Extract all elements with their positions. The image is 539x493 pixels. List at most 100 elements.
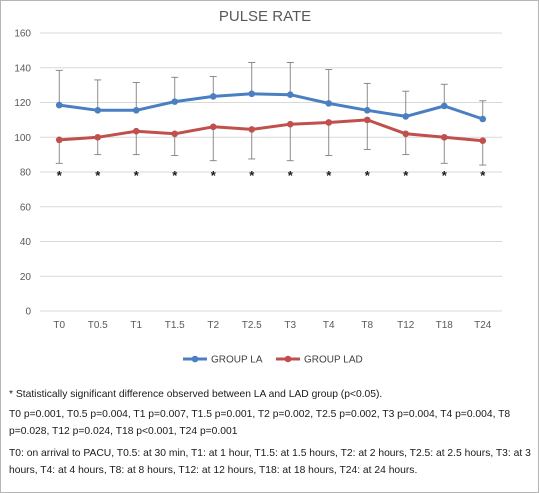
data-point-lad (171, 130, 179, 138)
error-bar-lad (132, 131, 140, 156)
significance-star: * (288, 168, 294, 183)
y-axis-ticks: 0 20 40 60 80 100 120 140 160 (14, 29, 31, 318)
series-line-la (59, 92, 484, 121)
error-bar-la (363, 82, 371, 111)
data-point-lad (440, 133, 448, 141)
error-bar-lad (248, 129, 256, 160)
data-point-la (94, 107, 102, 114)
significance-star: * (442, 168, 448, 183)
legend-item-la: GROUP LA (183, 355, 263, 366)
error-bar-la (325, 69, 333, 104)
significance-star: * (57, 168, 63, 183)
data-point-la (363, 107, 371, 114)
data-point-lad (479, 137, 487, 145)
y-tick-label: 20 (20, 272, 32, 283)
legend-label: GROUP LA (211, 355, 263, 366)
significance-star: * (365, 168, 371, 183)
significance-star: * (172, 168, 178, 183)
y-tick-label: 120 (14, 98, 31, 109)
error-bar-lad (402, 133, 410, 156)
x-tick-label: T0.5 (88, 320, 108, 331)
error-bar-la (402, 90, 410, 117)
data-point-la (286, 91, 294, 98)
figure-notes: * Statistically significant difference o… (9, 386, 534, 479)
timepoints-note: T0: on arrival to PACU, T0.5: at 30 min,… (9, 447, 531, 476)
y-tick-label: 0 (25, 307, 31, 318)
series-line-lad (59, 118, 483, 143)
legend-item-lad: GROUP LAD (276, 355, 363, 366)
legend: GROUP LA GROUP LAD (183, 355, 363, 366)
error-bar-lad (363, 119, 371, 150)
p-values-note: T0 p=0.001, T0.5 p=0.004, T1 p=0.007, T1… (9, 409, 511, 438)
error-bar-lad (171, 133, 179, 156)
data-point-la (402, 113, 410, 120)
data-point-lad (55, 136, 63, 144)
x-tick-label: T0 (53, 320, 65, 331)
x-tick-label: T24 (474, 320, 492, 331)
x-tick-label: T3 (284, 320, 296, 331)
legend-swatch-marker (191, 355, 199, 363)
x-tick-label: T1.5 (165, 320, 185, 331)
data-point-la (132, 107, 140, 114)
x-tick-label: T2 (207, 320, 219, 331)
y-tick-label: 40 (20, 237, 32, 248)
error-bar-la (171, 76, 179, 102)
significance-star: * (211, 168, 217, 183)
error-bar-lad (325, 122, 333, 156)
y-tick-label: 80 (20, 168, 32, 179)
error-bar-lad (209, 126, 217, 162)
data-point-lad (209, 123, 217, 131)
error-bar-la (286, 62, 294, 95)
gridlines (40, 32, 502, 312)
significance-star: * (95, 168, 101, 183)
error-bar-la (94, 79, 102, 111)
error-bar-lad (55, 139, 63, 164)
legend-swatch-marker (284, 355, 292, 363)
significance-star: * (480, 168, 486, 183)
significance-star: * (134, 168, 140, 183)
x-axis-ticks: T0 T0.5 T1 T1.5 T2 T2.5 T3 T4 T8 T12 T18 T24 (53, 320, 491, 331)
x-tick-label: T4 (323, 320, 335, 331)
data-point-la (440, 102, 448, 110)
error-bar-la (440, 83, 448, 106)
error-bar-lad (479, 140, 487, 166)
chart-title: PULSE RATE (219, 8, 311, 25)
significance-star: * (326, 168, 332, 183)
data-point-lad (132, 127, 140, 135)
error-bars (55, 62, 487, 166)
significance-markers: * * * * * * * * * * * * (57, 168, 487, 183)
x-tick-label: T1 (130, 320, 142, 331)
x-tick-label: T18 (436, 320, 454, 331)
data-point-la (55, 101, 63, 109)
significance-note: * Statistically significant difference o… (9, 389, 383, 400)
error-bar-lad (440, 137, 448, 164)
data-point-lad (286, 120, 294, 128)
data-point-la (209, 93, 217, 100)
error-bar-la (248, 62, 256, 94)
data-point-la (325, 100, 333, 107)
data-point-lad (363, 116, 371, 124)
data-point-la (479, 115, 487, 123)
x-tick-label: T2.5 (242, 320, 262, 331)
x-tick-label: T8 (361, 320, 373, 331)
significance-star: * (403, 168, 409, 183)
error-bar-la (55, 69, 63, 106)
error-bar-lad (286, 124, 294, 162)
error-bar-la (209, 75, 217, 97)
data-point-lad (94, 133, 102, 141)
data-point-lad (402, 130, 410, 138)
data-point-la (171, 98, 179, 105)
series-lines (55, 90, 487, 145)
data-point-lad (325, 119, 333, 126)
y-tick-label: 60 (20, 202, 32, 213)
y-tick-label: 140 (14, 63, 31, 74)
data-point-la (248, 90, 256, 98)
data-point-lad (248, 126, 256, 133)
x-tick-label: T12 (397, 320, 415, 331)
significance-star: * (249, 168, 255, 183)
y-tick-label: 100 (14, 133, 31, 144)
error-bar-la (132, 82, 140, 111)
legend-label: GROUP LAD (304, 355, 363, 366)
